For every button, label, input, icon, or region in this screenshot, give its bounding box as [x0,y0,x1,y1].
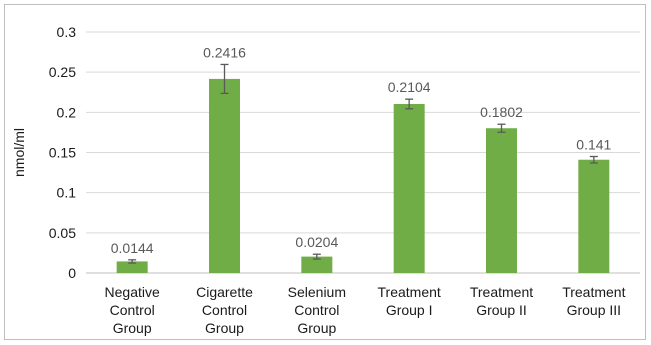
bar [578,159,610,273]
data-label: 0.0204 [295,234,338,250]
bar [486,128,517,273]
x-category-label: Cigarette Control Group [196,284,253,336]
y-tick-label: 0.3 [57,24,77,40]
error-bars [128,63,598,264]
bar [209,78,240,273]
chart-frame [4,4,646,340]
y-tick-label: 0.2 [57,104,77,120]
error-bar [497,123,506,133]
x-axis-categories: Negative Control Group Cigarette Control Grou… [105,284,626,336]
y-axis-title: nmol/ml [11,128,27,177]
data-labels: 0.0144 0.2416 0.0204 0.2104 0.1802 0.141 [111,44,612,255]
x-category-label: Treatment Group II [470,284,533,318]
data-label: 0.2104 [388,79,431,95]
error-bar [312,253,321,260]
bar [301,256,333,273]
y-tick-label: 0.1 [57,185,77,201]
y-tick-label: 0 [68,265,76,281]
x-category-label: Treatment Group III [562,284,625,318]
y-tick-label: 0.15 [49,145,76,161]
bar [393,103,425,273]
data-label: 0.0144 [111,240,154,256]
y-tick-label: 0.05 [49,225,76,241]
y-tick-label: 0.25 [49,64,76,80]
x-category-label: Treatment Group I [378,284,441,318]
gridlines [86,31,640,274]
data-label: 0.1802 [480,104,523,120]
x-category-label: Negative Control Group [105,284,160,336]
error-bar [220,63,229,95]
data-label: 0.2416 [203,44,246,60]
bars [116,78,610,273]
bar [116,261,148,273]
y-axis-ticks: 0 0.05 0.1 0.15 0.2 0.25 0.3 [49,24,76,281]
error-bar [589,155,598,164]
error-bar [128,259,137,264]
error-bar [405,98,414,110]
data-label: 0.141 [576,137,611,153]
x-category-label: Selenium Control Group [288,284,346,336]
